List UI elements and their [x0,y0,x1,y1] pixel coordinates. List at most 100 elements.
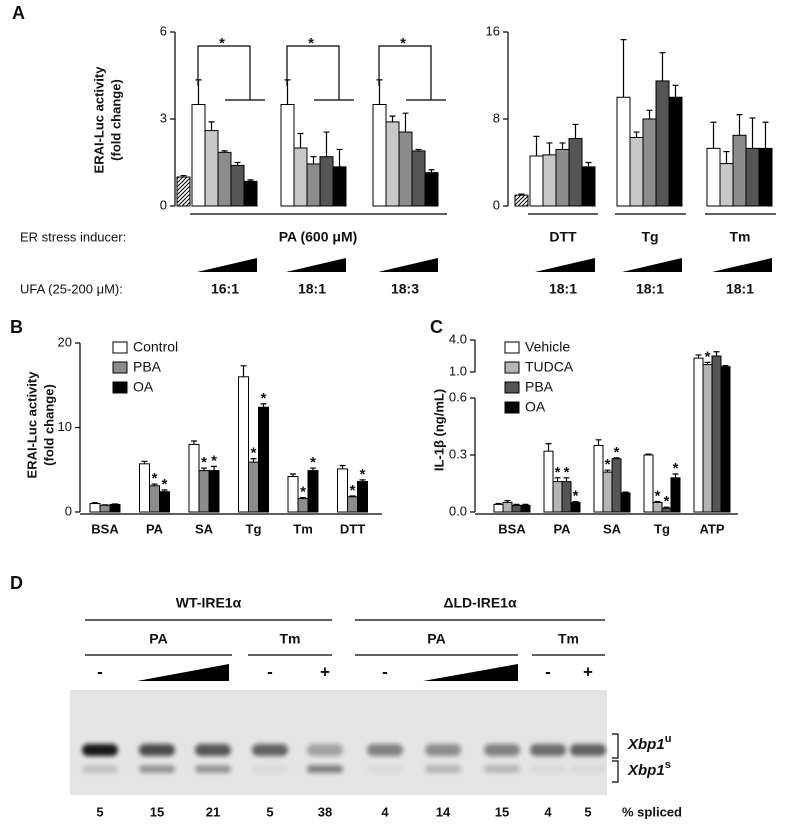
error-bar [92,502,98,504]
legend-label: OA [133,379,154,395]
bar [568,138,583,207]
inducer-label: DTT [549,229,577,245]
error-bar [495,502,502,505]
band [425,744,461,756]
error-bar [620,39,627,98]
bar [668,96,683,207]
significance: * [310,454,316,471]
bar [398,131,413,207]
group-label: ΔLD-IRE1α [443,595,517,611]
significance: * [251,445,257,462]
dose-wedge [622,258,682,272]
y-tick-label: 3 [160,110,167,125]
bar [306,163,321,207]
error-bar [191,440,197,445]
bar [655,80,670,207]
y-axis-label: IL-1β (ng/mL) [431,389,446,471]
legend-swatch [112,381,128,394]
error-bar [559,142,566,150]
significance: * [219,35,225,52]
bar [198,470,210,513]
panel-label: A [12,3,25,23]
spliced-value: 15 [150,804,164,819]
bar [745,147,760,207]
bar [670,477,681,513]
x-tick-label: SA [603,521,622,536]
error-bar [297,132,304,148]
band-label: Xbp1u [627,733,671,753]
legend-label: Control [133,339,178,355]
gel [70,690,607,795]
band-label: Xbp1s [627,759,671,779]
lane-mark: + [583,662,593,681]
legend-label: PBA [525,379,554,395]
band-name: Xbp1 [627,762,665,779]
panel-label: C [430,317,443,337]
error-bar [622,491,629,493]
bar [552,481,563,513]
x-tick-label: PA [553,521,571,536]
lane-mark: - [545,662,551,681]
band [195,765,231,773]
dose-wedge [378,258,438,272]
row-label: UFA (25-200 μM): [20,281,123,296]
bar [593,445,604,513]
spliced-value: 4 [544,804,552,819]
error-bar [749,117,756,149]
band-bracket [612,733,619,759]
spliced-label: % spliced [622,804,682,819]
error-bar [563,477,570,482]
dose-wedge [423,664,518,681]
bar [347,496,358,513]
row-label: ER stress inducer: [20,229,126,244]
legend-swatch [504,381,520,394]
error-bar [290,473,296,477]
bar [385,121,400,207]
bracket [197,45,265,101]
y-axis-label: ERAI-Luc activity [91,66,106,174]
treatment-label: PA [149,631,167,647]
error-bar [723,151,730,164]
error-bar [389,115,396,122]
bracket [286,45,354,101]
band [570,765,606,773]
treatment-label: Tm [558,631,579,647]
error-bar [201,467,207,471]
error-bar [695,354,702,359]
bar [188,443,200,513]
bar [230,164,245,207]
bar [693,357,704,513]
significance: * [162,476,168,493]
bar [511,504,522,513]
significance: * [360,466,366,483]
error-bar [300,497,306,499]
bar [702,364,713,513]
bar [248,461,259,513]
error-bar [161,489,168,492]
bar [581,166,596,207]
significance: * [564,464,570,481]
panel-label: D [10,573,23,593]
bar [204,130,219,207]
significance: * [655,488,661,505]
band [530,765,566,773]
dose-wedge [197,258,257,272]
panel-label: B [10,317,23,337]
error-bar [646,109,653,119]
ufa-label: 18:1 [549,281,577,297]
spliced-value: 4 [381,804,389,819]
error-bar [572,123,579,139]
band [195,744,231,756]
lane-mark: - [382,662,388,681]
error-bar [513,503,520,506]
band [252,744,288,756]
error-bar [349,495,356,497]
group-label: WT-IRE1α [176,595,242,611]
error-bar [546,142,553,155]
band-sup: u [665,733,672,745]
bar [337,468,348,513]
bar [720,366,731,513]
error-bar [518,193,525,196]
bar [208,470,220,513]
ufa-label: 18:1 [636,281,664,297]
